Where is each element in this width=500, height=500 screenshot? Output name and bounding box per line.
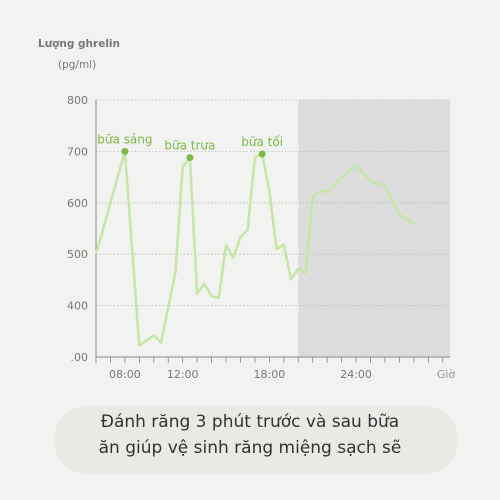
x-tick-label: 24:00 [340, 368, 372, 381]
y-tick-label: 500 [67, 248, 88, 261]
y-tick-label: .00 [71, 351, 89, 364]
meal-marker [186, 154, 194, 162]
y-tick-label: 700 [67, 145, 88, 158]
x-axis-title: Giờ [437, 368, 456, 381]
ghrelin-line [94, 150, 415, 347]
caption: Đánh răng 3 phút trước và sau bữa ăn giú… [40, 409, 460, 461]
x-tick-label: 12:00 [167, 368, 199, 381]
y-tick-label: 600 [67, 197, 88, 210]
meal-label: bữa tối [241, 135, 283, 149]
ghrelin-chart: .00 400 500 600 700 800 08:00 12:00 18:00 24:00 Gi… [67, 94, 456, 381]
caption-background [54, 406, 458, 474]
meal-marker [121, 147, 129, 155]
y-axis-unit: (pg/ml) [58, 59, 97, 71]
shaded-region [298, 100, 450, 357]
y-axis-title: Lượng ghrelin [38, 38, 120, 50]
x-tick-label: 08:00 [109, 368, 141, 381]
meal-label: bữa sáng [97, 132, 152, 146]
meal-marker [258, 150, 266, 158]
y-tick-label: 800 [67, 94, 88, 107]
caption-line-2: ăn giúp vệ sinh răng miệng sạch sẽ [98, 438, 402, 458]
x-tick-label: 18:00 [254, 368, 286, 381]
caption-line-1: Đánh răng 3 phút trước và sau bữa [100, 412, 400, 432]
y-tick-label: 400 [67, 300, 88, 313]
meal-label: bữa trưa [164, 139, 215, 153]
